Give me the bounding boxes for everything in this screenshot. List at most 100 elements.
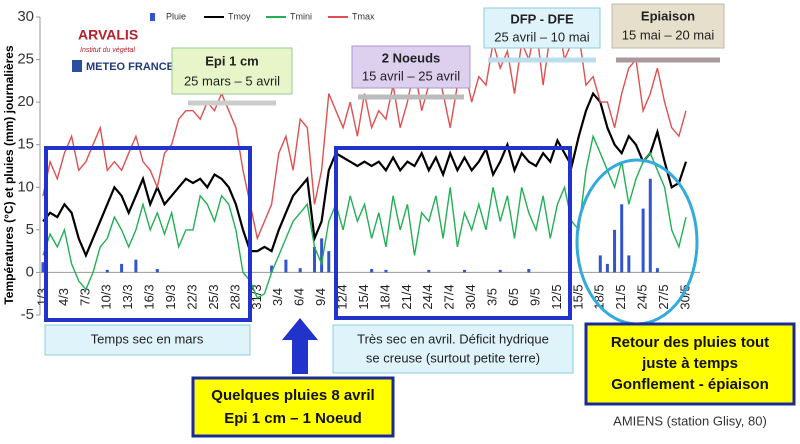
x-tick-label: 12/4 xyxy=(335,284,350,309)
stage-title: Epiaison xyxy=(641,8,695,23)
x-tick-label: 15/5 xyxy=(570,284,585,309)
y-tick-label: 5 xyxy=(26,221,34,238)
bar xyxy=(155,269,159,273)
stage-period: 15 avril – 25 avril xyxy=(362,68,460,83)
stage-period: 25 mars – 5 avril xyxy=(184,73,280,88)
x-tick-label: 25/3 xyxy=(206,284,221,309)
y-axis-title: Températures (°C) et pluies (mm) journal… xyxy=(2,45,16,305)
y-tick-label: 20 xyxy=(17,93,34,110)
x-tick-label: 30/4 xyxy=(463,284,478,309)
bar xyxy=(384,269,388,273)
comment: Retour des pluies tout xyxy=(611,334,769,351)
x-tick-label: 13/3 xyxy=(120,284,135,309)
bar xyxy=(134,259,138,273)
bar xyxy=(41,262,45,273)
x-tick-label: 6/4 xyxy=(292,288,307,306)
comment: Quelques pluies 8 avril xyxy=(211,387,374,404)
x-tick-label: 24/4 xyxy=(420,284,435,309)
y-tick-label: 15 xyxy=(17,136,34,153)
x-tick-label: 30/5 xyxy=(677,284,692,309)
x-tick-label: 9/4 xyxy=(313,288,328,306)
y-tick-label: 25 xyxy=(17,51,34,68)
logo: METEO FRANCE xyxy=(86,61,174,73)
comment: Temps sec en mars xyxy=(91,331,204,346)
y-tick-label: 30 xyxy=(17,8,34,25)
y-tick-label: 10 xyxy=(17,178,34,195)
bar xyxy=(270,265,274,273)
x-tick-label: 18/4 xyxy=(377,284,392,309)
legend: Pluie Tmoy Tmini Tmax xyxy=(150,11,375,21)
stage-box xyxy=(483,7,601,49)
comment-box xyxy=(44,324,251,356)
y-tick-label: 0 xyxy=(26,263,34,280)
x-tick-label: 12/5 xyxy=(549,284,564,309)
x-tick-label: 6/5 xyxy=(506,288,521,306)
bar xyxy=(648,178,652,273)
logo-icon xyxy=(72,60,82,72)
legend-label: Tmax xyxy=(352,11,375,21)
bar xyxy=(284,259,288,273)
x-tick-label: 21/5 xyxy=(613,284,628,309)
highlight-box xyxy=(44,146,252,322)
x-tick-label: 16/3 xyxy=(142,284,157,309)
line xyxy=(42,91,688,259)
comment-box xyxy=(191,376,395,438)
stage-period: 15 mai – 20 mai xyxy=(622,27,715,42)
stage-title: 2 Noeuds xyxy=(382,50,441,65)
y-tick-label: -5 xyxy=(21,306,34,323)
comment: juste à temps xyxy=(641,355,738,372)
legend-label: Tmini xyxy=(290,11,312,21)
x-tick-label: 9/5 xyxy=(527,288,542,306)
bar xyxy=(627,255,631,273)
bar xyxy=(498,269,502,273)
x-tick-label: 21/4 xyxy=(399,284,414,309)
stage-period: 25 avril – 10 mai xyxy=(494,29,589,44)
stage-box xyxy=(171,47,293,95)
legend-label: Tmoy xyxy=(228,11,251,21)
comment-box xyxy=(332,324,574,374)
comment: Très sec en avril. Déficit hydrique xyxy=(357,331,549,346)
bar xyxy=(370,269,374,273)
bar xyxy=(655,268,659,273)
stage-title: Epi 1 cm xyxy=(205,53,258,68)
bar xyxy=(613,229,617,273)
x-tick-label: 4/3 xyxy=(56,288,71,306)
bar xyxy=(641,208,645,273)
x-tick-label: 24/5 xyxy=(635,284,650,309)
bar xyxy=(620,204,624,273)
stage-box xyxy=(351,45,471,89)
x-tick-label: 3/4 xyxy=(270,288,285,306)
comment: Gonflement - épiaison xyxy=(611,376,769,393)
bar xyxy=(312,246,316,273)
x-tick-label: 27/5 xyxy=(656,284,671,309)
arrow xyxy=(282,318,318,374)
logo: ARVALIS xyxy=(78,27,138,43)
station: AMIENS (station Glisy, 80) xyxy=(613,413,767,428)
legend-swatch xyxy=(150,13,155,21)
legend-label: Pluie xyxy=(166,11,186,21)
highlight-box xyxy=(334,146,572,320)
x-tick-label: 15/4 xyxy=(356,284,371,309)
bar xyxy=(427,269,431,273)
x-tick-label: 10/3 xyxy=(99,284,114,309)
x-tick-label: 28/3 xyxy=(227,284,242,309)
bar xyxy=(120,263,124,273)
bar xyxy=(320,238,324,273)
x-tick-label: 22/3 xyxy=(184,284,199,309)
bar xyxy=(527,269,531,273)
x-tick-label: 27/4 xyxy=(442,284,457,309)
x-tick-label: 3/5 xyxy=(485,288,500,306)
bar xyxy=(105,269,109,273)
x-tick-label: 19/3 xyxy=(163,284,178,309)
bar xyxy=(605,263,609,273)
bar xyxy=(298,268,302,273)
bar xyxy=(598,255,602,273)
comment: se creuse (surtout petite terre) xyxy=(366,350,540,365)
logo-subtitle: Institut du végétal xyxy=(80,47,135,54)
comment: Epi 1 cm – 1 Noeud xyxy=(224,410,362,427)
comment-box xyxy=(584,322,796,406)
x-tick-label: 7/3 xyxy=(77,288,92,306)
bar xyxy=(327,251,331,273)
stage-box xyxy=(611,3,725,49)
